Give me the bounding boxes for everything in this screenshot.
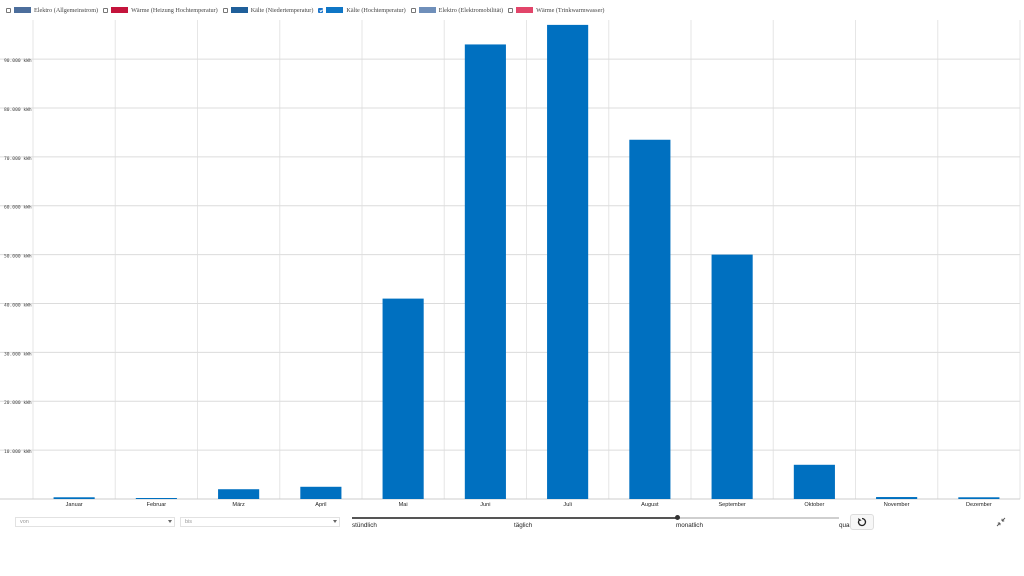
y-tick-label: 80.000 kWh <box>4 107 32 113</box>
y-tick-label: 70.000 kWh <box>4 156 32 162</box>
x-tick-label: April <box>315 502 326 508</box>
to-date-select[interactable]: bis <box>180 517 340 527</box>
bar[interactable] <box>958 497 1000 499</box>
legend-checkbox[interactable] <box>318 7 324 13</box>
y-tick-label: 10.000 kWh <box>4 449 32 455</box>
granularity-label-quarterly[interactable]: quar <box>839 522 852 529</box>
granularity-label-hourly[interactable]: stündlich <box>352 522 377 529</box>
chevron-down-icon <box>168 520 172 523</box>
bar[interactable] <box>135 498 177 499</box>
x-tick-label: Oktober <box>804 502 824 508</box>
x-tick-label: August <box>641 502 659 508</box>
reset-icon <box>857 517 867 527</box>
granularity-label-monthly[interactable]: monatlich <box>676 522 703 529</box>
legend-item[interactable]: Wärme (Trinkwarmwasser) <box>508 7 604 14</box>
bar[interactable] <box>382 298 424 499</box>
legend-item[interactable]: Kälte (Niedertemperatur) <box>222 6 314 14</box>
y-tick-label: 20.000 kWh <box>4 400 32 406</box>
y-tick-label: 60.000 kWh <box>4 205 32 211</box>
bar[interactable] <box>53 497 95 499</box>
x-tick-label: September <box>718 502 745 508</box>
from-date-select[interactable]: von <box>15 517 175 527</box>
legend-swatch <box>111 7 129 13</box>
legend-label: Kälte (Hochtemperatur) <box>346 6 406 14</box>
legend-swatch <box>14 7 31 13</box>
legend-swatch <box>230 7 248 13</box>
legend-checkbox[interactable] <box>222 7 228 13</box>
bar[interactable] <box>793 464 835 499</box>
granularity-slider-fill <box>352 517 678 519</box>
x-tick-label: Juli <box>563 502 571 508</box>
granularity-label-daily[interactable]: täglich <box>514 522 533 529</box>
legend-label: Wärme (Heizung Hochtemperatur) <box>131 6 218 14</box>
bar[interactable] <box>629 139 671 499</box>
x-tick-label: Januar <box>66 502 83 508</box>
legend-label: Elektro (Allgemeinstrom) <box>34 6 99 14</box>
legend-item[interactable]: Kälte (Hochtemperatur) <box>318 6 406 14</box>
legend-checkbox[interactable] <box>6 7 11 13</box>
chart-legend: Elektro (Allgemeinstrom) Wärme (Heizung H… <box>6 4 609 16</box>
chevron-down-icon <box>333 520 337 523</box>
legend-label: Elektro (Elektromobilität) <box>438 6 504 14</box>
x-tick-label: Mai <box>399 502 408 508</box>
y-tick-label: 50.000 kWh <box>4 254 32 260</box>
legend-item[interactable]: Elektro (Allgemeinstrom) <box>6 7 98 14</box>
bar-chart: 10.000 kWh 20.000 kWh 30.000 kWh 40.000 kWh… <box>0 20 1021 508</box>
legend-label: Wärme (Trinkwarmwasser) <box>536 6 605 14</box>
bar[interactable] <box>876 497 918 499</box>
y-tick-label: 90.000 kWh <box>4 58 32 64</box>
legend-checkbox[interactable] <box>508 7 514 13</box>
bar[interactable] <box>300 486 342 499</box>
reset-button[interactable] <box>850 514 874 530</box>
from-date-placeholder: von <box>20 519 29 525</box>
x-tick-label: November <box>884 502 910 508</box>
x-tick-label: März <box>232 502 245 508</box>
legend-label: Kälte (Niedertemperatur) <box>250 6 314 14</box>
collapse-icon[interactable] <box>996 517 1006 527</box>
x-tick-label: Dezember <box>966 502 992 508</box>
legend-item[interactable]: Elektro (Elektromobilität) <box>410 6 504 14</box>
to-date-placeholder: bis <box>185 519 193 525</box>
y-tick-label: 30.000 kWh <box>4 351 32 357</box>
legend-swatch <box>516 7 534 13</box>
bar[interactable] <box>218 489 260 499</box>
x-tick-label: Februar <box>147 502 167 508</box>
legend-checkbox[interactable] <box>410 7 416 13</box>
bar[interactable] <box>547 24 589 499</box>
bar[interactable] <box>464 44 506 499</box>
bar[interactable] <box>711 254 753 499</box>
legend-checkbox[interactable] <box>103 7 109 13</box>
x-tick-label: Juni <box>480 502 490 508</box>
legend-swatch <box>326 7 344 13</box>
legend-item[interactable]: Wärme (Heizung Hochtemperatur) <box>103 7 218 14</box>
y-tick-label: 40.000 kWh <box>4 302 32 308</box>
granularity-slider-handle[interactable] <box>675 515 680 520</box>
legend-swatch <box>418 7 436 13</box>
